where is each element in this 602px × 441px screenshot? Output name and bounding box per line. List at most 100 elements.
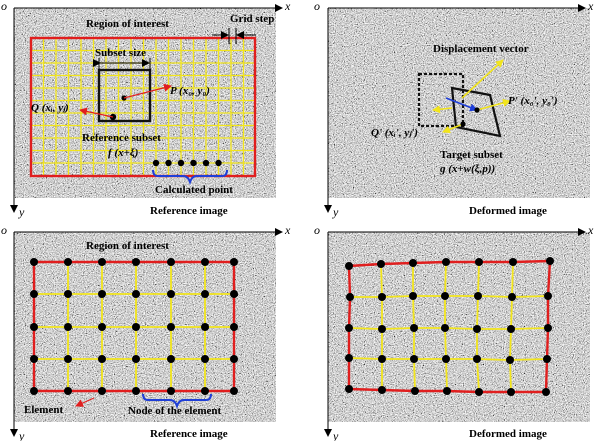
mesh-node bbox=[30, 323, 38, 331]
point-p-prime-marker bbox=[474, 107, 480, 113]
panel-top-left: o x y Region of interest Grid step Subse… bbox=[1, 0, 291, 219]
element-label: Element bbox=[24, 404, 63, 416]
mesh-node bbox=[201, 387, 209, 395]
calculated-point bbox=[190, 159, 197, 167]
p-label-tl: P (x₀, y₀) bbox=[170, 85, 210, 97]
element-mesh-deformed bbox=[345, 257, 554, 396]
mesh-node bbox=[230, 258, 238, 266]
mesh-node bbox=[542, 388, 550, 396]
mesh-node bbox=[201, 323, 209, 331]
mesh-node bbox=[377, 260, 385, 268]
mesh-edge bbox=[348, 327, 383, 330]
mesh-node bbox=[473, 325, 481, 333]
mesh-boundary-edge bbox=[348, 387, 383, 392]
mesh-node bbox=[507, 325, 515, 333]
calculated-points-row-tl bbox=[152, 159, 222, 167]
mesh-node bbox=[443, 387, 451, 395]
mesh-node bbox=[132, 290, 140, 298]
mesh-edge bbox=[348, 357, 383, 360]
mesh-node bbox=[64, 258, 72, 266]
x-axis-label-br: x bbox=[587, 223, 594, 237]
mesh-boundary-edge bbox=[347, 265, 352, 298]
calculated-point bbox=[177, 159, 185, 167]
mesh-node bbox=[167, 387, 175, 395]
mesh-edge bbox=[476, 358, 480, 393]
mesh-node bbox=[409, 292, 417, 300]
mesh-node bbox=[508, 293, 516, 301]
mesh-edge bbox=[444, 261, 447, 297]
mesh-node bbox=[167, 323, 175, 331]
mesh-node bbox=[132, 258, 140, 266]
calculated-point-label: Calculated point bbox=[155, 184, 233, 196]
calculated-point-bracket bbox=[152, 169, 228, 186]
mesh-node bbox=[201, 290, 209, 298]
mesh-node bbox=[442, 355, 450, 363]
mesh-node bbox=[30, 258, 38, 266]
mesh-node bbox=[230, 355, 238, 363]
mesh-node bbox=[475, 258, 483, 266]
subset-size-label: Subset size bbox=[95, 47, 146, 59]
panel-bottom-right: o x y Deformed image bbox=[314, 223, 594, 441]
mesh-node bbox=[64, 290, 72, 298]
mesh-boundary-edge bbox=[546, 260, 552, 297]
mesh-node bbox=[506, 356, 514, 364]
mesh-node bbox=[98, 323, 106, 331]
mesh-node bbox=[441, 292, 449, 300]
mesh-node bbox=[132, 355, 140, 363]
mesh-node bbox=[132, 323, 140, 331]
yellow-vector-upper bbox=[461, 59, 504, 99]
mesh-node bbox=[167, 258, 175, 266]
x-axis-label-tr: x bbox=[587, 0, 594, 13]
mesh-edge bbox=[509, 328, 512, 361]
mesh-node bbox=[98, 290, 106, 298]
point-q-prime-marker bbox=[460, 121, 466, 127]
reference-subset-label: Reference subset bbox=[82, 132, 161, 144]
mesh-edge bbox=[381, 295, 414, 298]
x-axis-label-bl: x bbox=[284, 223, 291, 237]
mesh-edge bbox=[476, 295, 479, 330]
caption-tl: Reference image bbox=[150, 205, 228, 217]
mesh-boundary-edge bbox=[348, 262, 382, 268]
mesh-node bbox=[474, 292, 482, 300]
mesh-node bbox=[507, 388, 515, 396]
calculated-point bbox=[202, 159, 210, 167]
mesh-boundary-edge bbox=[381, 388, 416, 393]
yellow-vector-lower bbox=[442, 123, 464, 134]
mesh-node bbox=[132, 387, 140, 395]
y-axis-label-tl: y bbox=[18, 205, 25, 219]
node-of-element-label: Node of the element bbox=[128, 405, 222, 417]
vector-to-p bbox=[123, 83, 172, 99]
mesh-node bbox=[64, 323, 72, 331]
mesh-edge bbox=[412, 295, 415, 329]
mesh-edge bbox=[511, 261, 514, 298]
mesh-node bbox=[378, 355, 386, 363]
mesh-node bbox=[167, 355, 175, 363]
calculated-point bbox=[215, 159, 222, 167]
target-subset-quad bbox=[450, 86, 502, 138]
mesh-node bbox=[201, 258, 209, 266]
mesh-node bbox=[98, 355, 106, 363]
mesh-boundary-edge bbox=[347, 296, 352, 329]
panel-bottom-left: o x y Region of interest Element Node of… bbox=[1, 223, 291, 441]
mesh-node bbox=[441, 324, 449, 332]
calculated-point bbox=[152, 159, 160, 167]
mesh-node bbox=[410, 355, 418, 363]
mesh-edge bbox=[509, 358, 548, 361]
caption-bl: Reference image bbox=[150, 428, 228, 440]
caption-br: Deformed image bbox=[469, 428, 547, 440]
mesh-boundary-edge bbox=[446, 389, 480, 394]
mesh-node bbox=[64, 387, 72, 395]
mesh-edge bbox=[476, 358, 511, 361]
mesh-node bbox=[378, 293, 386, 301]
p-prime-label: P' (x₀', y₀') bbox=[508, 95, 558, 107]
x-axis-label-tl: x bbox=[284, 0, 291, 13]
roi-label-tl: Region of interest bbox=[86, 18, 169, 30]
mesh-node bbox=[98, 387, 106, 395]
reference-subset-box bbox=[97, 68, 152, 123]
mesh-node bbox=[410, 324, 418, 332]
mesh-node bbox=[378, 325, 386, 333]
panel-top-right: o x y Displacement vector P' (x₀', y₀') … bbox=[314, 0, 594, 219]
mesh-node bbox=[346, 293, 354, 301]
y-axis-label-tr: y bbox=[332, 205, 339, 219]
mesh-node bbox=[475, 388, 483, 396]
